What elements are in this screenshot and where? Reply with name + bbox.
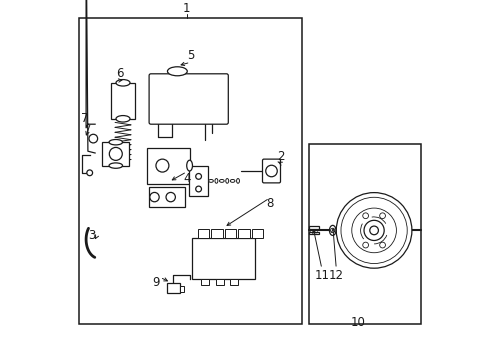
Bar (197, 229, 208, 238)
Bar (309, 226, 319, 229)
Circle shape (336, 193, 411, 268)
Text: 1: 1 (183, 3, 190, 15)
Bar (111, 83, 134, 119)
Text: 7: 7 (81, 112, 88, 125)
FancyBboxPatch shape (149, 74, 228, 124)
Bar (211, 229, 222, 238)
Ellipse shape (208, 180, 213, 182)
Bar (188, 166, 208, 196)
Ellipse shape (215, 179, 218, 183)
Bar (192, 238, 255, 279)
Bar (238, 229, 249, 238)
Bar (147, 148, 190, 184)
Text: 6: 6 (116, 67, 124, 80)
Circle shape (195, 174, 201, 179)
Circle shape (340, 197, 407, 264)
Bar (215, 279, 223, 285)
Bar (230, 279, 238, 285)
Ellipse shape (109, 140, 122, 145)
Circle shape (149, 192, 159, 202)
Bar (309, 232, 319, 234)
Circle shape (369, 226, 378, 235)
Circle shape (89, 134, 98, 143)
Text: 9: 9 (152, 276, 160, 289)
Circle shape (330, 228, 334, 233)
Circle shape (109, 148, 122, 161)
Bar (102, 142, 129, 166)
Bar (179, 286, 183, 292)
Circle shape (363, 220, 384, 240)
Text: 10: 10 (350, 316, 365, 329)
Circle shape (362, 213, 368, 219)
Bar (251, 229, 263, 238)
Ellipse shape (116, 116, 130, 122)
Text: 4: 4 (183, 172, 190, 185)
Ellipse shape (167, 67, 187, 76)
Text: 3: 3 (88, 229, 95, 242)
Text: 2: 2 (276, 150, 284, 163)
Ellipse shape (230, 180, 234, 182)
Text: 5: 5 (186, 49, 194, 62)
Circle shape (379, 242, 385, 248)
Circle shape (362, 242, 368, 248)
Ellipse shape (219, 180, 224, 182)
Bar (224, 229, 236, 238)
Ellipse shape (329, 225, 335, 235)
Bar (167, 283, 179, 293)
Circle shape (87, 170, 92, 176)
Ellipse shape (186, 160, 192, 171)
Circle shape (166, 192, 175, 202)
Ellipse shape (116, 80, 130, 86)
Ellipse shape (225, 179, 228, 183)
Circle shape (156, 159, 168, 172)
Text: 8: 8 (265, 197, 273, 210)
Bar (309, 144, 420, 324)
Ellipse shape (109, 163, 122, 168)
FancyBboxPatch shape (262, 159, 280, 183)
Circle shape (351, 208, 396, 253)
Ellipse shape (236, 179, 239, 183)
Bar (201, 279, 209, 285)
Text: 12: 12 (328, 269, 343, 282)
Bar (149, 187, 185, 207)
Circle shape (265, 165, 277, 177)
Circle shape (379, 213, 385, 219)
Circle shape (195, 186, 201, 192)
Bar (79, 18, 302, 324)
Text: 11: 11 (314, 269, 329, 282)
